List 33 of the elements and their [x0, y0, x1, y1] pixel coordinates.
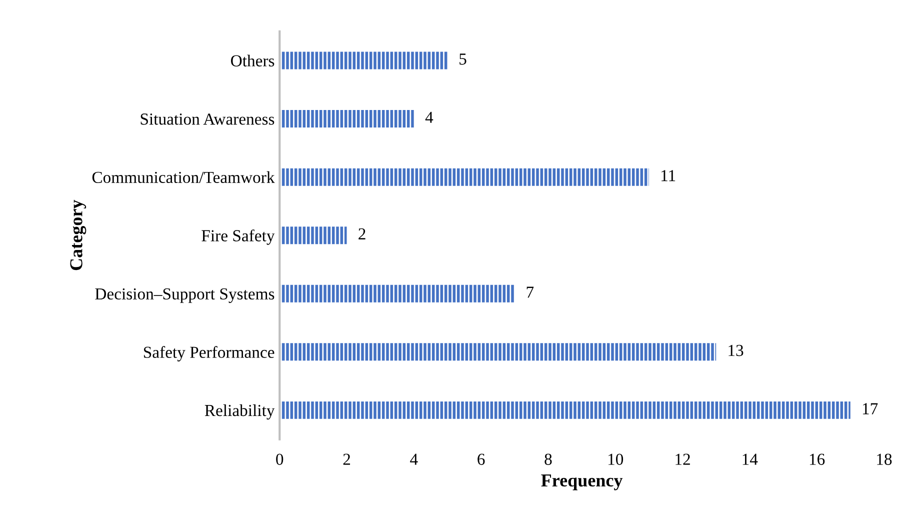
data-label: 13: [728, 344, 744, 356]
x-tick-label: 2: [343, 454, 350, 465]
y-tick-label: Others: [231, 54, 274, 66]
y-tick-label: Reliability: [204, 404, 275, 420]
bar: [280, 284, 515, 302]
data-label: 7: [526, 286, 534, 298]
x-tick-label: 4: [410, 454, 418, 465]
x-tick-label: 8: [544, 454, 552, 465]
data-label: 5: [460, 54, 466, 65]
x-tick-label: 0: [276, 454, 284, 465]
y-axis-title: Category: [70, 200, 86, 270]
bar: [280, 168, 649, 186]
y-tick-label: Situation Awareness: [140, 114, 274, 125]
data-label: 11: [662, 170, 676, 182]
data-label: 17: [862, 403, 878, 414]
x-tick-label: 14: [742, 454, 758, 465]
data-label: 4: [425, 112, 434, 123]
y-tick-label: Decision–Support Systems: [95, 288, 274, 303]
x-tick-label: 12: [676, 454, 690, 465]
data-label: 2: [358, 228, 366, 240]
y-tick-label: Communication/Teamwork: [92, 171, 275, 184]
bar: [280, 401, 850, 419]
x-tick-label: 10: [608, 454, 624, 465]
y-tick-label: Safety Performance: [144, 346, 274, 362]
bar: [280, 110, 414, 128]
x-tick-label: 16: [810, 454, 825, 465]
bar: [280, 52, 448, 70]
x-axis-title: Frequency: [541, 474, 623, 490]
x-tick-label: 6: [478, 454, 485, 465]
x-tick-label: 18: [877, 454, 892, 465]
y-tick-label: Fire Safety: [202, 229, 275, 245]
bar: [280, 343, 716, 361]
bar: [280, 226, 347, 244]
